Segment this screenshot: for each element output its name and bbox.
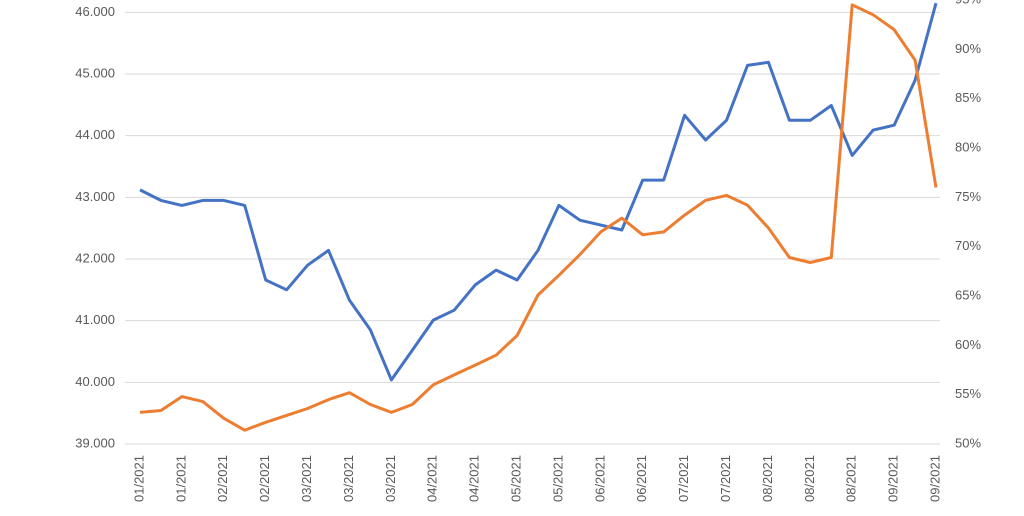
x-tick-label: 03/2021 <box>383 455 398 502</box>
y-tick-label: 46.000 <box>75 4 115 19</box>
x-tick-label: 05/2021 <box>508 455 523 502</box>
x-tick-label: 02/2021 <box>215 455 230 502</box>
x-tick-label: 07/2021 <box>676 455 691 502</box>
y2-tick-label: 70% <box>955 238 981 253</box>
y2-tick-label: 75% <box>955 189 981 204</box>
y2-tick-label: 85% <box>955 90 981 105</box>
y-tick-label: 42.000 <box>75 250 115 265</box>
x-tick-label: 08/2021 <box>844 455 859 502</box>
y-tick-label: 41.000 <box>75 312 115 327</box>
x-tick-label: 03/2021 <box>299 455 314 502</box>
x-tick-label: 08/2021 <box>760 455 775 502</box>
y2-tick-label: 60% <box>955 337 981 352</box>
x-tick-label: 08/2021 <box>802 455 817 502</box>
x-tick-label: 06/2021 <box>634 455 649 502</box>
x-tick-label: 04/2021 <box>467 455 482 502</box>
x-tick-label: 05/2021 <box>550 455 565 502</box>
y2-tick-label: 65% <box>955 287 981 302</box>
x-tick-label: 09/2021 <box>927 455 942 502</box>
y-tick-label: 45.000 <box>75 65 115 80</box>
y-tick-label: 39.000 <box>75 435 115 450</box>
x-tick-label: 02/2021 <box>257 455 272 502</box>
y-tick-label: 44.000 <box>75 127 115 142</box>
series-line <box>139 3 938 432</box>
y2-tick-label: 95% <box>955 0 981 6</box>
x-tick-label: 03/2021 <box>341 455 356 502</box>
series-line <box>139 2 938 382</box>
y2-tick-label: 90% <box>955 41 981 56</box>
x-tick-label: 07/2021 <box>718 455 733 502</box>
x-tick-label: 01/2021 <box>173 455 188 502</box>
x-tick-label: 09/2021 <box>886 455 901 502</box>
y-tick-label: 40.000 <box>75 374 115 389</box>
x-tick-label: 01/2021 <box>131 455 146 502</box>
y-tick-label: 43.000 <box>75 189 115 204</box>
y2-tick-label: 55% <box>955 386 981 401</box>
y2-tick-label: 50% <box>955 435 981 450</box>
x-tick-label: 06/2021 <box>592 455 607 502</box>
x-tick-label: 04/2021 <box>425 455 440 502</box>
y2-tick-label: 80% <box>955 139 981 154</box>
